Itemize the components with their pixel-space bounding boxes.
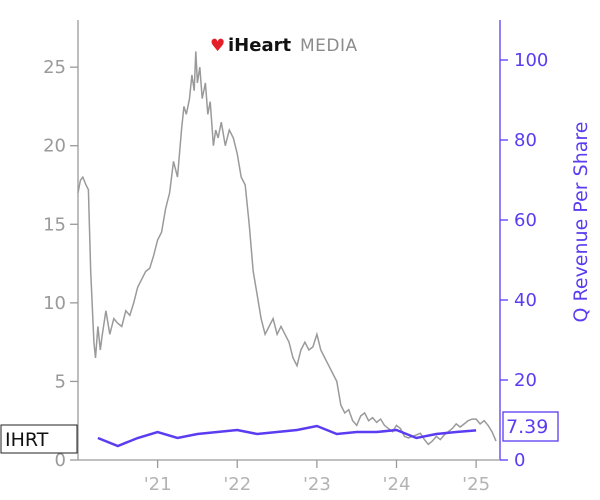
left-axis-ticks: 0 5 10 15 20 25 — [43, 57, 78, 471]
right-axis-label: Q Revenue Per Share — [570, 122, 592, 323]
logo-text-light: MEDIA — [300, 36, 358, 56]
revenue-series-line — [97, 424, 477, 448]
right-tick-label: 80 — [514, 130, 537, 151]
ticker-label-box: IHRT — [0, 424, 78, 454]
left-tick-label: 5 — [55, 371, 66, 392]
right-tick-label: 60 — [514, 210, 537, 231]
ticker-label-frame — [0, 424, 78, 454]
last-value-text: 7.39 — [506, 416, 548, 438]
logo-heart-icon: ♥ — [210, 36, 225, 56]
last-value-frame — [502, 411, 559, 442]
bottom-axis-ticks: '21 '22 '23 '24 '25 — [144, 460, 490, 495]
left-tick-label: 20 — [43, 136, 66, 157]
price-series-line — [77, 51, 497, 446]
left-tick-label: 0 — [55, 450, 66, 471]
right-tick-label: 0 — [514, 450, 525, 471]
left-tick-label: 15 — [43, 214, 66, 235]
bottom-tick-label: '25 — [462, 474, 490, 495]
bottom-tick-label: '22 — [223, 474, 251, 495]
ticker-label-text: IHRT — [5, 429, 49, 451]
left-tick-label: 25 — [43, 57, 66, 78]
left-tick-label: 10 — [43, 293, 66, 314]
bottom-tick-label: '24 — [383, 474, 411, 495]
iheartmedia-logo: ♥ iHeart MEDIA — [210, 35, 358, 56]
bottom-tick-label: '21 — [144, 474, 172, 495]
right-tick-label: 100 — [514, 50, 548, 71]
right-axis-ticks: 0 20 40 60 80 100 — [500, 50, 548, 471]
logo-text-bold: iHeart — [228, 35, 291, 56]
last-value-box: 7.39 — [502, 411, 559, 442]
right-tick-label: 20 — [514, 370, 537, 391]
right-tick-label: 40 — [514, 290, 537, 311]
bottom-tick-label: '23 — [303, 474, 331, 495]
